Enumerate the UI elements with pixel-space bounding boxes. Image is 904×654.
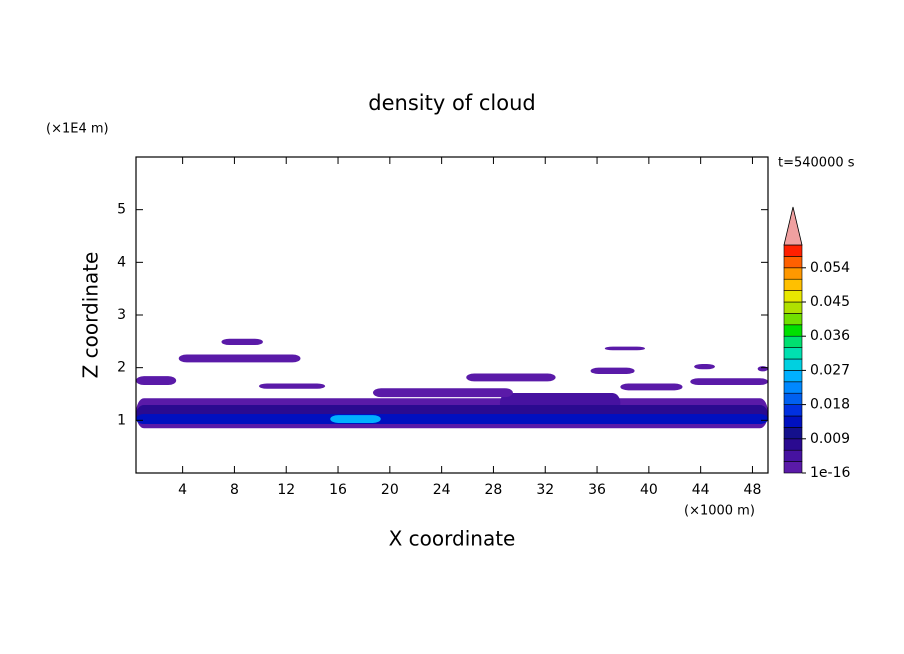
colorbar-segment bbox=[783, 404, 803, 417]
colorbar-tick-label: 0.018 bbox=[810, 397, 850, 413]
colorbar-segment bbox=[783, 324, 803, 337]
x-axis-label: X coordinate bbox=[389, 527, 516, 551]
x-tick-label: 48 bbox=[744, 482, 762, 498]
y-unit: (×1E4 m) bbox=[46, 122, 109, 137]
colorbar-segment bbox=[783, 370, 803, 383]
contour-region bbox=[259, 383, 326, 389]
contour-region bbox=[136, 376, 177, 386]
contour-region bbox=[590, 367, 635, 374]
x-tick-label: 16 bbox=[329, 482, 347, 498]
colorbar-segment bbox=[783, 427, 803, 440]
contour-region bbox=[690, 378, 768, 386]
colorbar-tick-label: 0.045 bbox=[810, 294, 850, 310]
y-tick-label: 2 bbox=[117, 360, 126, 376]
colorbar-tick-label: 0.054 bbox=[810, 260, 850, 276]
contour-region bbox=[136, 414, 768, 425]
x-tick-label: 12 bbox=[277, 482, 295, 498]
colorbar-tick-label: 0.009 bbox=[810, 431, 850, 447]
contour-region bbox=[604, 346, 645, 351]
x-tick-label: 36 bbox=[588, 482, 606, 498]
colorbar-segment bbox=[783, 358, 803, 371]
x-tick-label: 28 bbox=[485, 482, 503, 498]
x-tick-label: 40 bbox=[640, 482, 658, 498]
chart-title: density of cloud bbox=[368, 91, 535, 115]
colorbar-segment bbox=[783, 415, 803, 428]
colorbar-tick-label: 1e-16 bbox=[810, 465, 850, 481]
colorbar-extend bbox=[783, 206, 803, 246]
y-axis-label: Z coordinate bbox=[79, 252, 103, 379]
colorbar-segment bbox=[783, 256, 803, 269]
colorbar-segment bbox=[783, 278, 803, 291]
x-tick-label: 24 bbox=[433, 482, 451, 498]
time-label: t=540000 s bbox=[778, 156, 855, 171]
contour-region bbox=[178, 354, 301, 363]
colorbar-segment bbox=[783, 438, 803, 451]
plot-area bbox=[136, 338, 768, 429]
x-tick-label: 8 bbox=[230, 482, 239, 498]
colorbar-segment bbox=[783, 347, 803, 360]
colorbar-tick-label: 0.027 bbox=[810, 362, 850, 378]
colorbar-segment bbox=[783, 301, 803, 314]
colorbar-tick-label: 0.036 bbox=[810, 328, 850, 344]
contour-region bbox=[466, 373, 556, 382]
x-tick-label: 32 bbox=[536, 482, 554, 498]
contour-region bbox=[330, 415, 381, 423]
colorbar-segment bbox=[783, 461, 803, 474]
contour-region bbox=[694, 363, 715, 370]
colorbar-segment bbox=[783, 244, 803, 257]
colorbar-segment bbox=[783, 392, 803, 405]
colorbar-segment bbox=[783, 335, 803, 348]
x-unit: (×1000 m) bbox=[684, 504, 755, 519]
y-tick-label: 3 bbox=[117, 307, 126, 323]
colorbar-segment bbox=[783, 381, 803, 394]
contour-region bbox=[221, 338, 263, 346]
contour-region bbox=[620, 383, 683, 391]
y-tick-label: 5 bbox=[117, 202, 126, 218]
colorbar-segment bbox=[783, 313, 803, 326]
y-tick-label: 1 bbox=[117, 412, 126, 428]
contour-region bbox=[757, 366, 768, 372]
y-tick-label: 4 bbox=[117, 254, 126, 270]
colorbar-segment bbox=[783, 290, 803, 303]
colorbar-segment bbox=[783, 267, 803, 280]
x-tick-label: 44 bbox=[692, 482, 710, 498]
x-tick-label: 4 bbox=[178, 482, 187, 498]
colorbar-segment bbox=[783, 449, 803, 462]
contour-region bbox=[373, 388, 513, 398]
x-tick-label: 20 bbox=[381, 482, 399, 498]
